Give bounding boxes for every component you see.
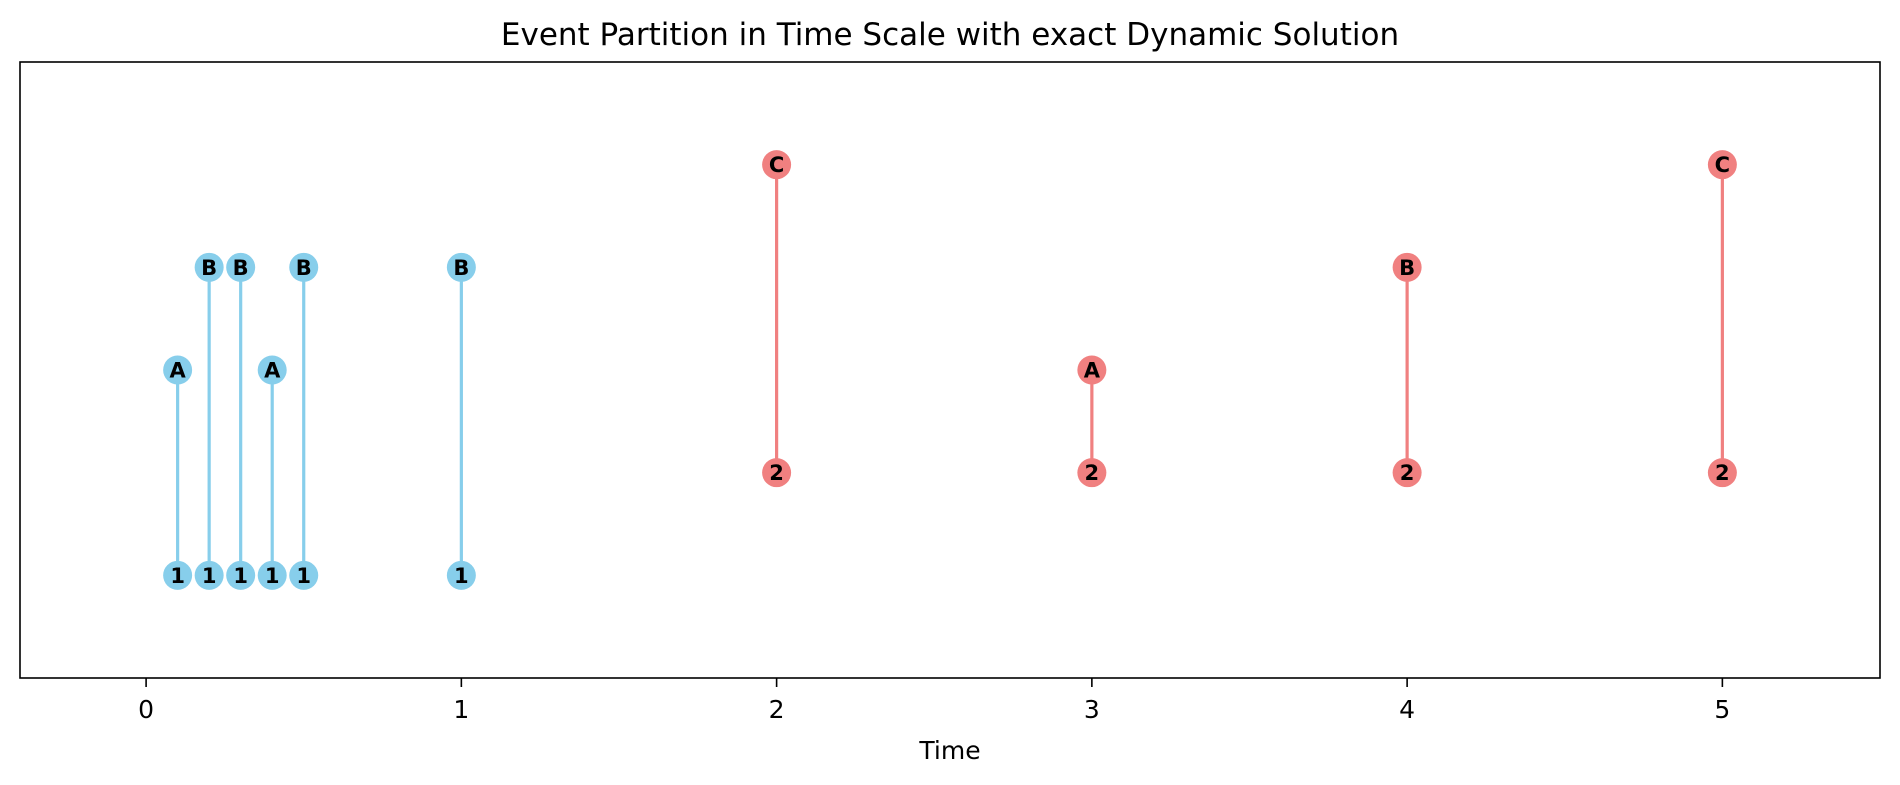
event-node-label: 1: [233, 564, 248, 588]
series-group: 1 A 1 B 1 B 1 A 1 B 1 B: [163, 252, 476, 590]
x-tick-label: 5: [1714, 695, 1730, 724]
event-node-label: 1: [454, 564, 469, 588]
event-node-marker: [1392, 252, 1422, 282]
event-node-marker: [226, 560, 256, 590]
event-node-label: 2: [769, 461, 784, 485]
event-node-label: C: [769, 153, 784, 177]
x-tick-label: 4: [1399, 695, 1415, 724]
event-node-marker: [1077, 355, 1107, 385]
event-node-label: B: [1399, 256, 1415, 280]
event-node-marker: [289, 252, 319, 282]
series-group: 2 C 2 A 2 B 2 C: [762, 150, 1737, 488]
event-node-marker: [446, 252, 476, 282]
event-node-marker: [194, 252, 224, 282]
event-node-label: 2: [1715, 461, 1730, 485]
event-node-label: 2: [1400, 461, 1415, 485]
event-node-label: A: [169, 359, 186, 383]
x-axis: 0 1 2 3 4 5: [138, 678, 1730, 724]
chart-marks: 1 A 1 B 1 B 1 A 1 B 1 B 2 C 2 A 2 B 2 C: [163, 150, 1737, 590]
x-axis-label: Time: [918, 736, 980, 765]
event-node-label: B: [453, 256, 469, 280]
event-node-marker: [194, 560, 224, 590]
event-node-marker: [1707, 150, 1737, 180]
event-node-label: A: [1084, 359, 1101, 383]
plot-area-frame: [19, 61, 1881, 679]
event-node-marker: [446, 560, 476, 590]
event-node-marker: [226, 252, 256, 282]
event-node-label: B: [233, 256, 249, 280]
event-node-label: 1: [202, 564, 217, 588]
event-node-label: A: [264, 359, 281, 383]
x-tick-label: 1: [453, 695, 469, 724]
event-node-label: 1: [265, 564, 280, 588]
x-tick-label: 3: [1084, 695, 1100, 724]
event-node-label: B: [201, 256, 217, 280]
x-tick-label: 0: [138, 695, 154, 724]
event-node-label: 2: [1085, 461, 1100, 485]
event-node-label: B: [296, 256, 312, 280]
event-node-marker: [289, 560, 319, 590]
event-node-marker: [163, 355, 193, 385]
event-node-marker: [1392, 458, 1422, 488]
x-tick-label: 2: [769, 695, 785, 724]
event-node-label: 1: [170, 564, 185, 588]
event-node-marker: [762, 458, 792, 488]
event-node-marker: [257, 560, 287, 590]
event-node-marker: [163, 560, 193, 590]
event-node-marker: [257, 355, 287, 385]
event-node-marker: [762, 150, 792, 180]
event-node-label: C: [1715, 153, 1730, 177]
event-node-marker: [1707, 458, 1737, 488]
event-node-marker: [1077, 458, 1107, 488]
event-node-label: 1: [296, 564, 311, 588]
chart-title: Event Partition in Time Scale with exact…: [501, 17, 1399, 53]
